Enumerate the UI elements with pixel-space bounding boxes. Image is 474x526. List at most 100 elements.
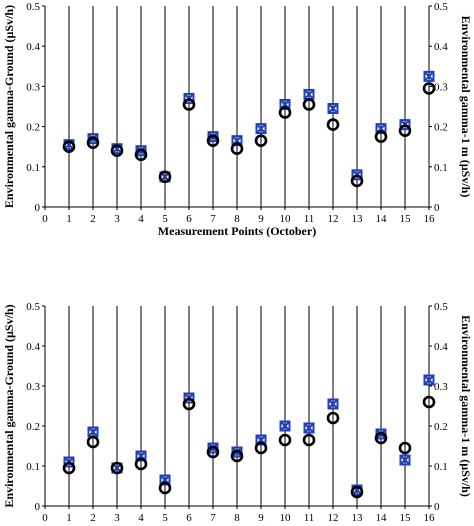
- data-point-ground: [230, 449, 244, 463]
- data-point-ground: [302, 98, 316, 111]
- y-tick-label-right: 0.5: [434, 1, 448, 13]
- x-tick-label: 3: [114, 512, 120, 524]
- y-tick-label-right: 0.2: [434, 421, 448, 433]
- x-tick-label: 1: [66, 512, 72, 524]
- data-point-ground: [110, 144, 124, 158]
- data-point-1m: [327, 398, 339, 410]
- data-point-ground: [278, 106, 292, 119]
- data-point-ground: [422, 395, 436, 409]
- y-tick-label-right: 0.3: [434, 81, 448, 93]
- x-tick-label: 4: [138, 213, 144, 225]
- y-tick-label-left: 0.3: [26, 381, 40, 393]
- y-axis-title-right: Environmental gamma-1 m (µSv/h): [459, 16, 473, 198]
- data-point-ground: [86, 435, 100, 449]
- y-tick-label-left: 0.4: [26, 41, 40, 53]
- marker-square: [255, 434, 267, 446]
- x-tick-label: 9: [258, 213, 264, 225]
- y-tick-label-right: 0.2: [434, 122, 448, 134]
- x-tick-label: 8: [234, 512, 240, 524]
- chart-october: 0 1 2 3 4 5 6 7 8 9 10 11 12 13 14 15 160 00.1 0.10.2 0.20.…: [2, 1, 473, 238]
- marker-square: [183, 92, 195, 104]
- x-tick-label: 9: [258, 512, 264, 524]
- x-tick-label: 12: [328, 512, 339, 524]
- data-point-ground: [134, 457, 148, 471]
- x-tick-label: 6: [186, 213, 192, 225]
- data-point-1m: [255, 123, 267, 135]
- x-tick-label: 0: [42, 213, 48, 225]
- x-tick-label: 7: [210, 512, 216, 524]
- y-tick-label-left: 0.1: [26, 162, 40, 174]
- x-tick-label: 16: [424, 213, 436, 225]
- y-tick-label-left: 0.3: [26, 81, 40, 93]
- data-point-ground: [254, 441, 268, 455]
- marker-square: [255, 123, 267, 135]
- y-tick-label-right: 0.1: [434, 461, 448, 473]
- x-tick-label: 15: [400, 213, 412, 225]
- marker-cross: [327, 398, 339, 410]
- x-tick-label: 5: [162, 512, 168, 524]
- y-tick-label-left: 0.5: [26, 301, 40, 313]
- x-tick-label: 13: [352, 512, 364, 524]
- data-point-ground: [134, 148, 148, 162]
- data-point-ground: [350, 485, 364, 499]
- x-tick-label: 15: [400, 512, 412, 524]
- x-tick-label: 12: [328, 213, 339, 225]
- y-tick-label-right: 0: [434, 501, 440, 513]
- y-tick-label-right: 0.4: [434, 341, 448, 353]
- marker-cross: [303, 89, 315, 100]
- data-point-ground: [398, 441, 412, 455]
- marker-cross: [279, 420, 291, 432]
- x-tick-label: 2: [90, 213, 96, 225]
- data-point-ground: [158, 170, 172, 184]
- x-tick-label: 11: [304, 512, 315, 524]
- data-point-ground: [374, 130, 388, 143]
- marker-cross: [399, 454, 411, 466]
- data-point-1m: [327, 103, 339, 115]
- y-tick-label-right: 0.1: [434, 162, 448, 174]
- data-point-ground: [182, 98, 196, 111]
- y-tick-label-right: 0.3: [434, 381, 448, 393]
- x-tick-label: 0: [42, 512, 48, 524]
- marker-square: [279, 98, 291, 110]
- marker-cross: [423, 374, 435, 386]
- x-tick-label: 2: [90, 512, 96, 524]
- marker-square: [423, 70, 435, 82]
- x-tick-label: 5: [162, 213, 168, 225]
- marker-square: [135, 450, 147, 462]
- x-axis-title: Measurement Points (November): [152, 523, 322, 526]
- data-point-ground: [62, 461, 76, 475]
- data-point-ground: [278, 433, 292, 447]
- x-tick-label: 1: [66, 213, 72, 225]
- marker-square: [183, 392, 195, 404]
- marker-square: [327, 103, 339, 115]
- data-point-ground: [158, 481, 172, 495]
- data-point-ground: [110, 461, 124, 475]
- data-point-ground: [230, 142, 244, 156]
- marker-square: [351, 169, 363, 181]
- x-tick-label: 16: [424, 512, 436, 524]
- marker-square: [423, 374, 435, 386]
- y-tick-label-left: 0.2: [26, 421, 40, 433]
- x-tick-label: 10: [280, 512, 292, 524]
- x-tick-label: 3: [114, 213, 120, 225]
- marker-cross: [87, 426, 99, 438]
- marker-cross: [327, 103, 339, 114]
- x-tick-label: 10: [280, 213, 292, 225]
- data-point-1m: [399, 454, 411, 466]
- data-point-ground: [254, 134, 268, 147]
- marker-square: [399, 119, 411, 131]
- y-tick-label-left: 0: [35, 202, 41, 214]
- marker-square: [399, 454, 411, 466]
- data-point-ground: [182, 397, 196, 411]
- marker-square: [231, 135, 243, 147]
- y-tick-label-right: 0.5: [434, 301, 448, 313]
- data-point-ground: [326, 411, 340, 425]
- x-tick-label: 14: [376, 213, 388, 225]
- marker-square: [63, 456, 75, 468]
- data-point-ground: [326, 118, 340, 131]
- marker-square: [303, 422, 315, 434]
- marker-cross: [255, 123, 267, 134]
- x-tick-label: 11: [304, 213, 315, 225]
- y-tick-label-left: 0.1: [26, 461, 40, 473]
